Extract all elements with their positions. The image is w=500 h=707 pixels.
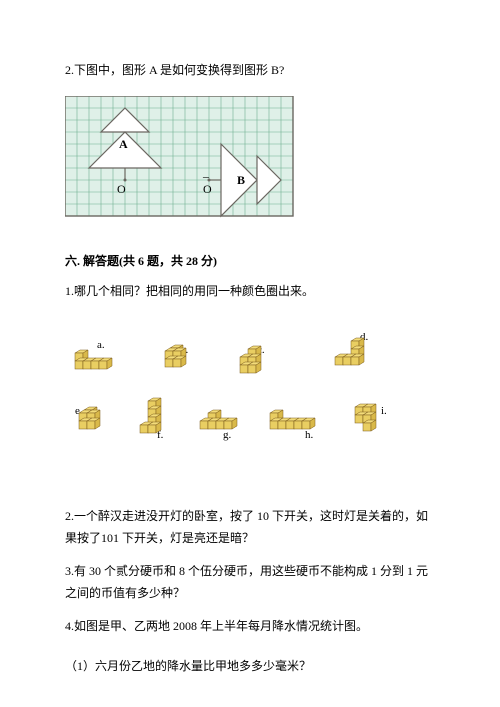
- q6-4-text: 4.如图是甲、乙两地 2008 年上半年每月降水情况统计图。: [65, 619, 368, 633]
- cube-i: [355, 404, 376, 431]
- cubes-figure: a. b. c. d. e.: [65, 328, 435, 486]
- cube-h: [270, 410, 315, 429]
- question-6-1: 1.哪几个相同？把相同的用同一种颜色圈出来。: [65, 281, 435, 303]
- question-2-intro: 2.下图中，图形 A 是如何变换得到图形 B?: [65, 60, 435, 82]
- grid-svg: A O _ O B: [65, 96, 297, 222]
- label-a: A: [119, 137, 128, 151]
- cube-d: [335, 338, 364, 365]
- cube-f: [140, 398, 161, 433]
- q6-3-text: 3.有 30 个贰分硬币和 8 个伍分硬币，用这些硬币不能构成 1 分到 1 元…: [65, 564, 428, 600]
- label-i: i.: [381, 405, 387, 417]
- label-o2-top: _: [202, 165, 210, 179]
- cube-b: [165, 345, 186, 367]
- label-o2: O: [203, 182, 212, 196]
- cube-a: [75, 350, 112, 369]
- label-h: h.: [305, 429, 314, 441]
- grid-transform-figure: A O _ O B: [65, 96, 435, 230]
- cubes-svg: a. b. c. d. e.: [65, 328, 435, 478]
- question-6-3: 3.有 30 个贰分硬币和 8 个伍分硬币，用这些硬币不能构成 1 分到 1 元…: [65, 561, 435, 604]
- q6-2-text: 2.一个醉汉走进没开灯的卧室，按了 10 下开关，这时灯是关着的，如果按了101…: [65, 509, 428, 545]
- label-a: a.: [97, 339, 105, 351]
- q6-4-1-text: （1）六月份乙地的降水量比甲地多多少毫米？: [65, 659, 311, 673]
- cube-g: [200, 410, 237, 429]
- question-6-4: 4.如图是甲、乙两地 2008 年上半年每月降水情况统计图。: [65, 616, 435, 638]
- section-6-title: 六. 解答题(共 6 题，共 28 分): [65, 251, 435, 273]
- q6-1-text: 1.哪几个相同？把相同的用同一种颜色圈出来。: [65, 284, 314, 298]
- question-6-2: 2.一个醉汉走进没开灯的卧室，按了 10 下开关，这时灯是关着的，如果按了101…: [65, 506, 435, 549]
- question-6-4-1: （1）六月份乙地的降水量比甲地多多少毫米？: [65, 656, 435, 678]
- label-o1: O: [117, 182, 126, 196]
- q2-text: 2.下图中，图形 A 是如何变换得到图形 B?: [65, 63, 284, 77]
- label-g: g.: [223, 429, 232, 441]
- section-6-text: 六. 解答题(共 6 题，共 28 分): [65, 254, 217, 268]
- label-b: B: [237, 173, 245, 187]
- cube-c: [240, 346, 261, 373]
